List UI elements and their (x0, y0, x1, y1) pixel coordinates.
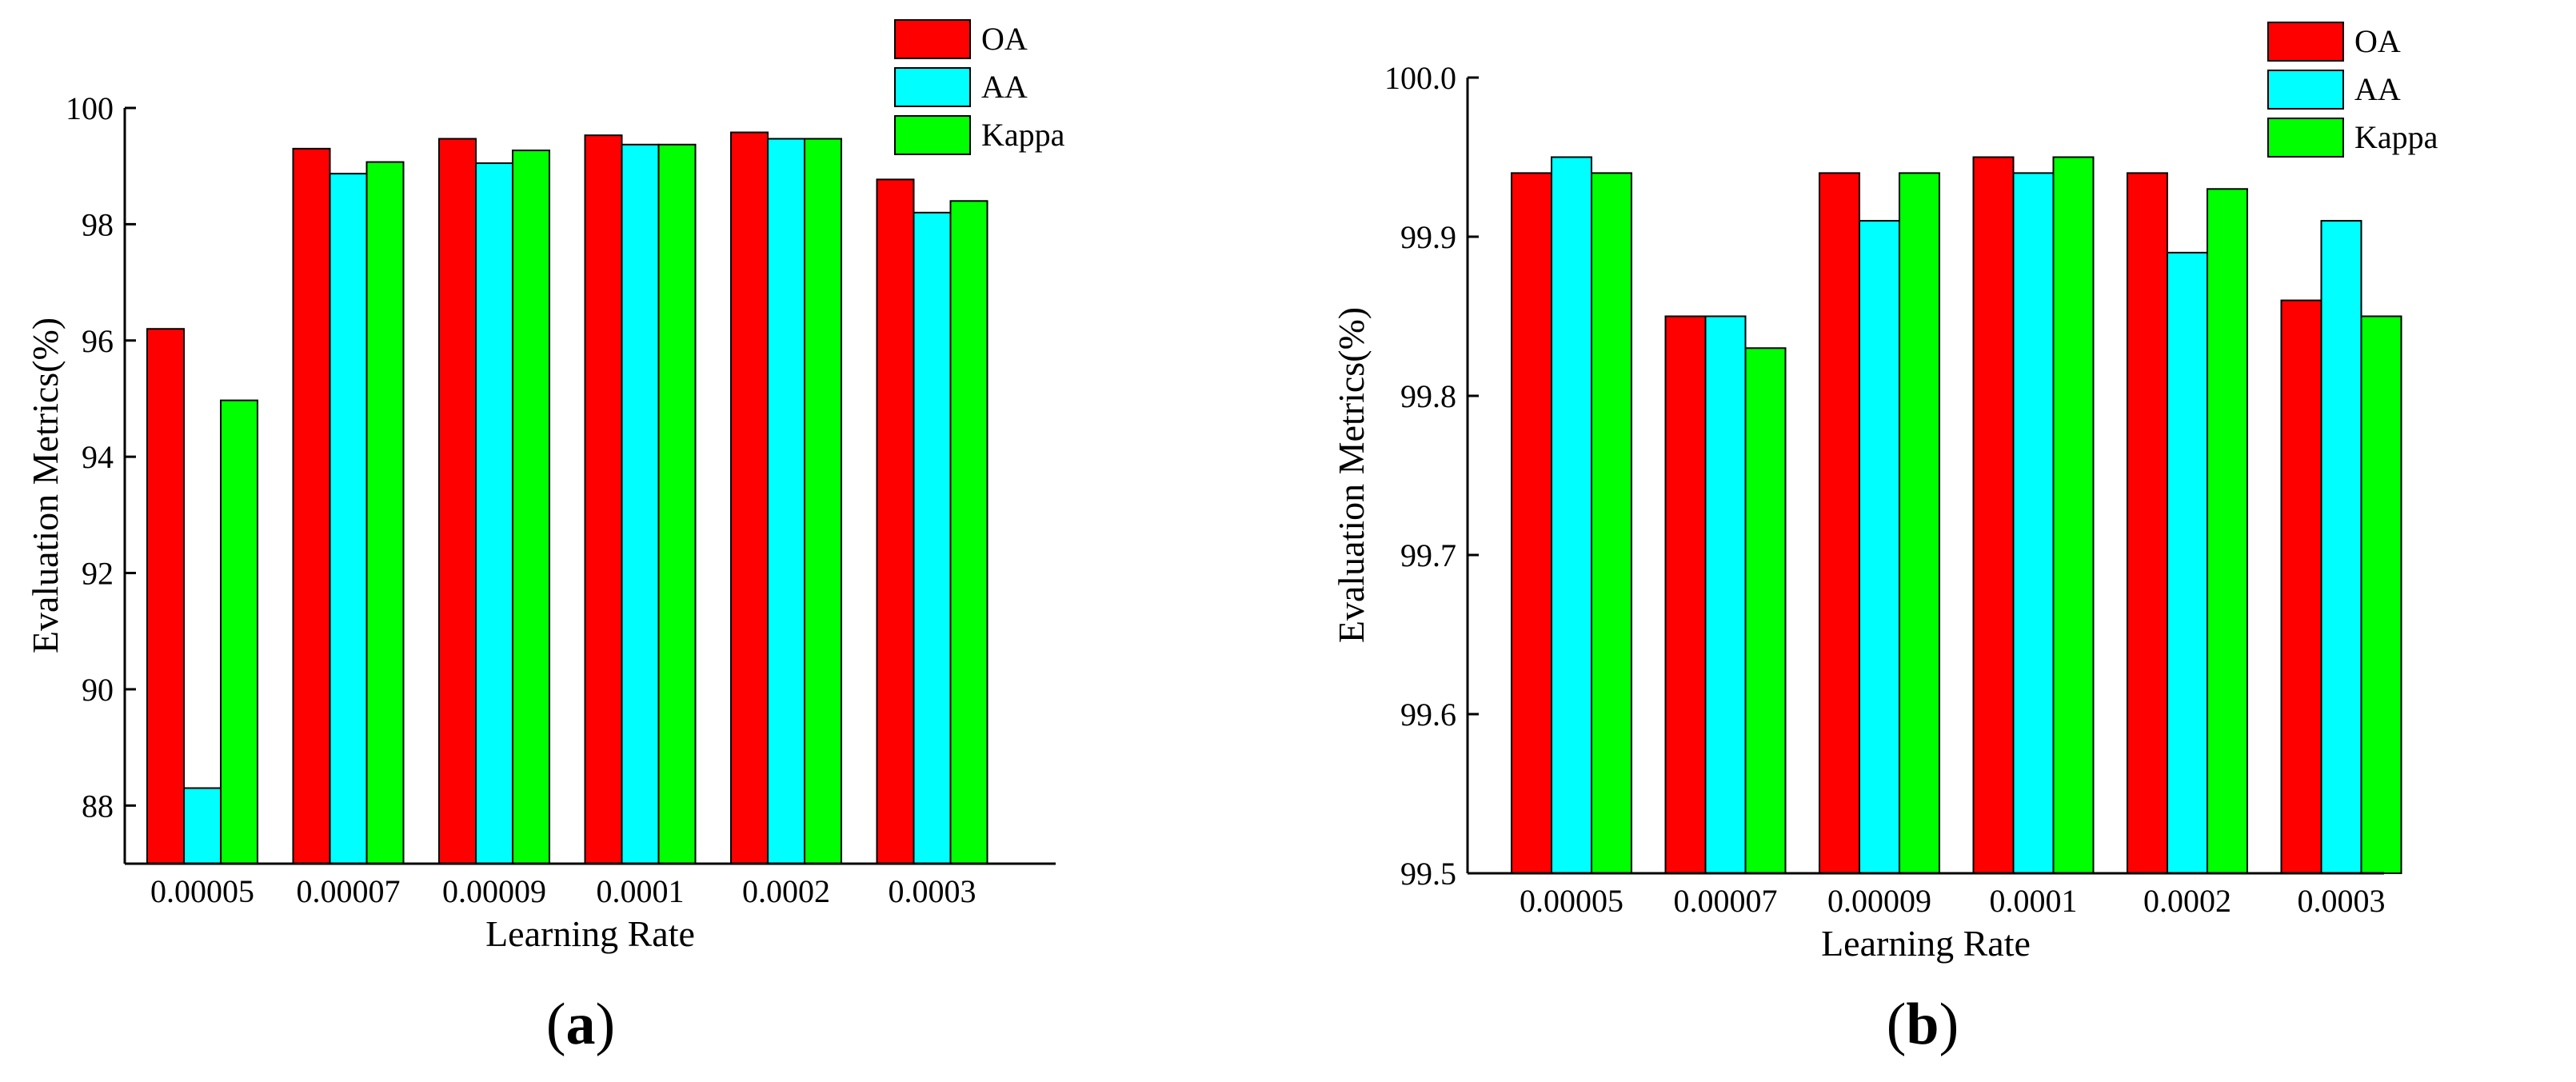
y-tick-label: 88 (82, 788, 114, 824)
x-axis-title: Learning Rate (485, 913, 695, 954)
bar-oa-0.00009 (1819, 172, 1860, 874)
bar-oa-0.0002 (730, 131, 769, 864)
bar-aa-0.00005 (1551, 156, 1592, 874)
y-tick-label: 98 (82, 206, 114, 242)
bar-kappa-0.0002 (804, 138, 842, 864)
bar-oa-0.00009 (438, 138, 477, 864)
bar-kappa-0.0001 (2052, 156, 2095, 874)
y-axis-title: Evaluation Metrics(%) (1331, 307, 1372, 643)
legend: OA AA Kappa (2267, 22, 2438, 158)
y-tick-label: 100.0 (1384, 60, 1456, 96)
panel-label-open: ( (1887, 992, 1907, 1057)
bar-kappa-0.00007 (365, 161, 405, 865)
legend-swatch-oa (2267, 22, 2344, 62)
y-tick-label: 92 (82, 556, 114, 592)
bar-oa-0.0003 (2280, 299, 2322, 875)
legend-label-oa: OA (2354, 23, 2401, 59)
bar-aa-0.00007 (1704, 315, 1747, 874)
bar-oa-0.0001 (1972, 156, 2015, 874)
bar-kappa-0.0002 (2207, 188, 2248, 875)
panel-label-close: ) (1939, 992, 1959, 1057)
y-tick-label: 99.8 (1400, 378, 1456, 414)
bar-aa-0.00007 (329, 173, 368, 864)
bar-aa-0.0002 (2167, 251, 2208, 874)
x-tick-label: 0.0002 (742, 873, 830, 909)
legend-label-kappa: Kappa (981, 117, 1065, 153)
bar-kappa-0.00009 (1899, 172, 1940, 874)
bar-aa-0.0003 (2320, 220, 2362, 875)
legend-swatch-kappa (894, 115, 971, 155)
y-tick-label: 99.6 (1400, 697, 1456, 733)
x-tick-label: 0.0003 (889, 873, 976, 909)
bar-oa-0.0002 (2127, 172, 2168, 874)
bar-oa-0.00005 (146, 328, 185, 864)
panel-label-open: ( (546, 992, 566, 1057)
bar-kappa-0.0003 (2360, 315, 2402, 874)
legend-swatch-kappa (2267, 118, 2344, 158)
x-tick-label: 0.00009 (442, 873, 546, 909)
bar-kappa-0.00005 (1591, 172, 1632, 874)
y-tick-label: 96 (82, 323, 114, 359)
legend-swatch-aa (2267, 70, 2344, 110)
x-tick-label: 0.00005 (150, 873, 254, 909)
x-tick-label: 0.0002 (2143, 883, 2231, 919)
bar-oa-0.00007 (292, 147, 331, 864)
bar-oa-0.0003 (876, 178, 915, 864)
x-axis-title: Learning Rate (1821, 923, 2031, 964)
x-tick-label: 0.00007 (297, 873, 401, 909)
bar-oa-0.0001 (584, 134, 623, 864)
bar-kappa-0.00005 (220, 399, 258, 864)
legend-label-aa: AA (2354, 71, 2401, 107)
x-tick-label: 0.0003 (2298, 883, 2386, 919)
x-tick-label: 0.00009 (1827, 883, 1931, 919)
chart-panel-a: 0.00005 0.00007 0.00009 0.0001 0.0002 0.0003 8… (25, 19, 1065, 1057)
bar-kappa-0.00007 (1744, 347, 1787, 874)
panel-label-letter: b (1906, 992, 1939, 1057)
bar-oa-0.00005 (1511, 172, 1552, 874)
panel-label-a: (a) (546, 992, 615, 1057)
x-tick-label: 0.0001 (1990, 883, 2078, 919)
y-tick-label: 99.5 (1400, 856, 1456, 892)
legend-label-oa: OA (981, 21, 1028, 57)
bar-aa-0.0002 (767, 138, 805, 864)
panel-label-close: ) (596, 992, 616, 1057)
y-tick-label: 100 (66, 90, 114, 126)
y-axis-title: Evaluation Metrics(%) (25, 317, 66, 653)
panel-label-letter: a (566, 992, 596, 1057)
x-tick-label: 0.00005 (1520, 883, 1623, 919)
bar-aa-0.00005 (183, 787, 222, 864)
bar-aa-0.00009 (1859, 220, 1900, 875)
y-tick-label: 99.7 (1400, 537, 1456, 573)
panel-label-b: (b) (1887, 992, 1959, 1057)
y-tick-label: 99.9 (1400, 219, 1456, 255)
bar-kappa-0.00009 (512, 150, 550, 865)
bar-aa-0.0001 (2012, 172, 2055, 874)
legend-label-kappa: Kappa (2354, 119, 2438, 155)
legend-label-aa: AA (981, 69, 1028, 105)
bar-aa-0.00009 (475, 162, 513, 865)
x-tick-label: 0.0001 (597, 873, 685, 909)
chart-panel-b: 0.00005 0.00007 0.00009 0.0001 0.0002 0.0003 9… (1331, 22, 2438, 1057)
bar-aa-0.0003 (913, 211, 952, 865)
y-tick-label: 90 (82, 672, 114, 708)
legend-swatch-oa (894, 19, 971, 59)
legend: OA AA Kappa (894, 19, 1065, 155)
bar-oa-0.00007 (1664, 315, 1707, 874)
y-tick-label: 94 (82, 439, 114, 475)
bar-aa-0.0001 (621, 143, 660, 865)
legend-swatch-aa (894, 67, 971, 107)
x-tick-label: 0.00007 (1674, 883, 1778, 919)
bar-kappa-0.0001 (657, 143, 697, 865)
bar-kappa-0.0003 (949, 200, 988, 865)
